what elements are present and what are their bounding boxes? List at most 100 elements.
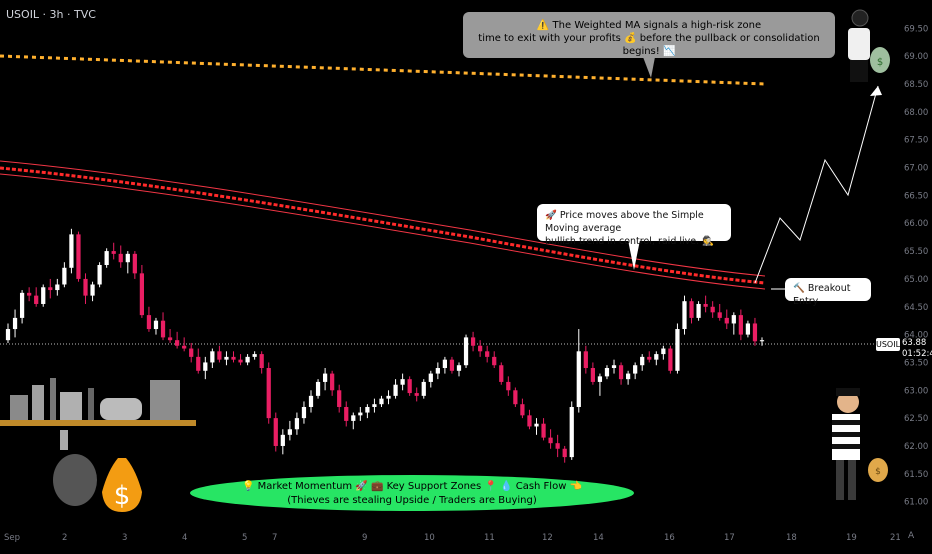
x-tick-label: 14 (593, 533, 604, 543)
bar-countdown: 01:52:41 (902, 349, 932, 359)
candle-body (34, 295, 39, 304)
x-tick-label: Sep (4, 533, 20, 543)
candle-body (661, 348, 666, 355)
candle-body (696, 303, 701, 318)
x-tick-label: 11 (484, 533, 495, 543)
y-tick-label: 69.50 (904, 24, 928, 34)
x-tick-label: 7 (272, 533, 277, 543)
candle-body (555, 443, 560, 449)
candle-body (499, 365, 504, 382)
candle-body (421, 381, 426, 396)
candle-body (76, 234, 81, 279)
candle-body (55, 284, 60, 291)
candle-body (752, 323, 758, 342)
candle-body (618, 365, 624, 380)
candle-body (590, 368, 595, 382)
mid-callout-line1: 🚀 Price moves above the Simple Moving av… (545, 210, 704, 234)
candle-body (301, 406, 307, 419)
symbol-price-badge: USOIL (876, 338, 901, 351)
candle-body (12, 317, 18, 330)
candle-body (266, 368, 271, 419)
svg-text:$: $ (877, 57, 883, 68)
x-tick-label: 16 (664, 533, 675, 543)
candle-body (485, 351, 490, 357)
candle-body (175, 340, 180, 346)
candle-body (731, 315, 736, 324)
time-axis: Sep 2 3 4 5 7 9 10 11 12 14 16 17 18 19 21 (4, 533, 901, 543)
candle-body (351, 415, 356, 421)
candle-body (647, 356, 652, 360)
candle-body (97, 265, 102, 285)
candle-body (19, 292, 25, 318)
top-callout-line1: ⚠️ The Weighted MA signals a high-risk z… (536, 20, 762, 31)
candle-body (139, 273, 145, 316)
candle-body (189, 348, 194, 357)
candle-body (597, 376, 603, 382)
candle-body (90, 284, 95, 296)
candle-body (745, 323, 751, 335)
candle-body (442, 359, 448, 369)
oil-blob (53, 454, 97, 506)
candle-body (668, 348, 673, 371)
candle-body (153, 320, 159, 330)
ellipse-line2: (Thieves are stealing Upside / Traders a… (287, 495, 537, 506)
candles-group (5, 228, 765, 463)
top-callout-line2: time to exit with your profits 💰 before … (478, 33, 820, 57)
sma-callout: 🚀 Price moves above the Simple Moving av… (537, 204, 731, 247)
candle-body (69, 234, 74, 268)
candle-body (470, 337, 476, 346)
candle-body (386, 395, 391, 399)
candle-body (125, 253, 130, 263)
weighted-ma-band (0, 160, 766, 290)
candle-body (48, 287, 53, 291)
candle-body (724, 317, 729, 324)
candle-body (527, 415, 532, 427)
candle-body (534, 423, 539, 427)
x-tick-label: 21 (890, 533, 901, 543)
y-tick-label: 66.00 (904, 219, 928, 229)
candle-body (83, 278, 88, 296)
candle-body (513, 390, 518, 405)
candle-body (428, 373, 433, 382)
candle-body (146, 315, 152, 330)
y-tick-label: 64.50 (904, 303, 928, 313)
candle-body (435, 368, 440, 374)
candle-body (280, 434, 285, 446)
candle-body (217, 351, 222, 360)
candle-body (633, 365, 638, 374)
candle-body (132, 253, 137, 274)
candle-body (118, 253, 123, 263)
y-tick-label: 63.00 (904, 386, 928, 396)
weighted-ma-callout: ⚠️ The Weighted MA signals a high-risk z… (463, 12, 835, 58)
candle-body (322, 373, 328, 382)
candle-body (203, 362, 208, 371)
mid-callout-line2: bullish trend in control, raid live. 🕵️ (545, 236, 714, 247)
price-axis: 61.00 61.50 62.00 62.50 63.00 63.50 64.00 64.50… (904, 24, 928, 507)
candle-body (41, 287, 46, 304)
breakout-entry-label: 🔨 Breakout Entry (785, 278, 871, 307)
x-tick-label: 5 (242, 533, 247, 543)
y-tick-label: 68.50 (904, 80, 928, 90)
candle-body (337, 390, 342, 407)
candle-body (463, 337, 469, 366)
ellipse-line1: 💡 Market Momentum 🚀 💼 Key Support Zones … (241, 481, 583, 492)
money-bag-icon (102, 458, 142, 512)
candle-body (654, 354, 659, 360)
candle-body (492, 356, 497, 366)
y-tick-label: 69.00 (904, 52, 928, 62)
candle-body (393, 384, 398, 396)
auto-scale-button[interactable]: A (908, 531, 915, 541)
y-tick-label: 63.50 (904, 358, 928, 368)
top-bubble-pointer (643, 57, 655, 78)
candle-body (273, 418, 278, 446)
y-tick-label: 66.50 (904, 191, 928, 201)
svg-text:$: $ (875, 467, 881, 477)
mid-bubble-pointer (628, 240, 640, 270)
candle-body (245, 356, 250, 363)
x-tick-label: 10 (424, 533, 435, 543)
candle-body (167, 337, 173, 341)
candle-body (344, 406, 349, 421)
x-tick-label: 18 (786, 533, 797, 543)
